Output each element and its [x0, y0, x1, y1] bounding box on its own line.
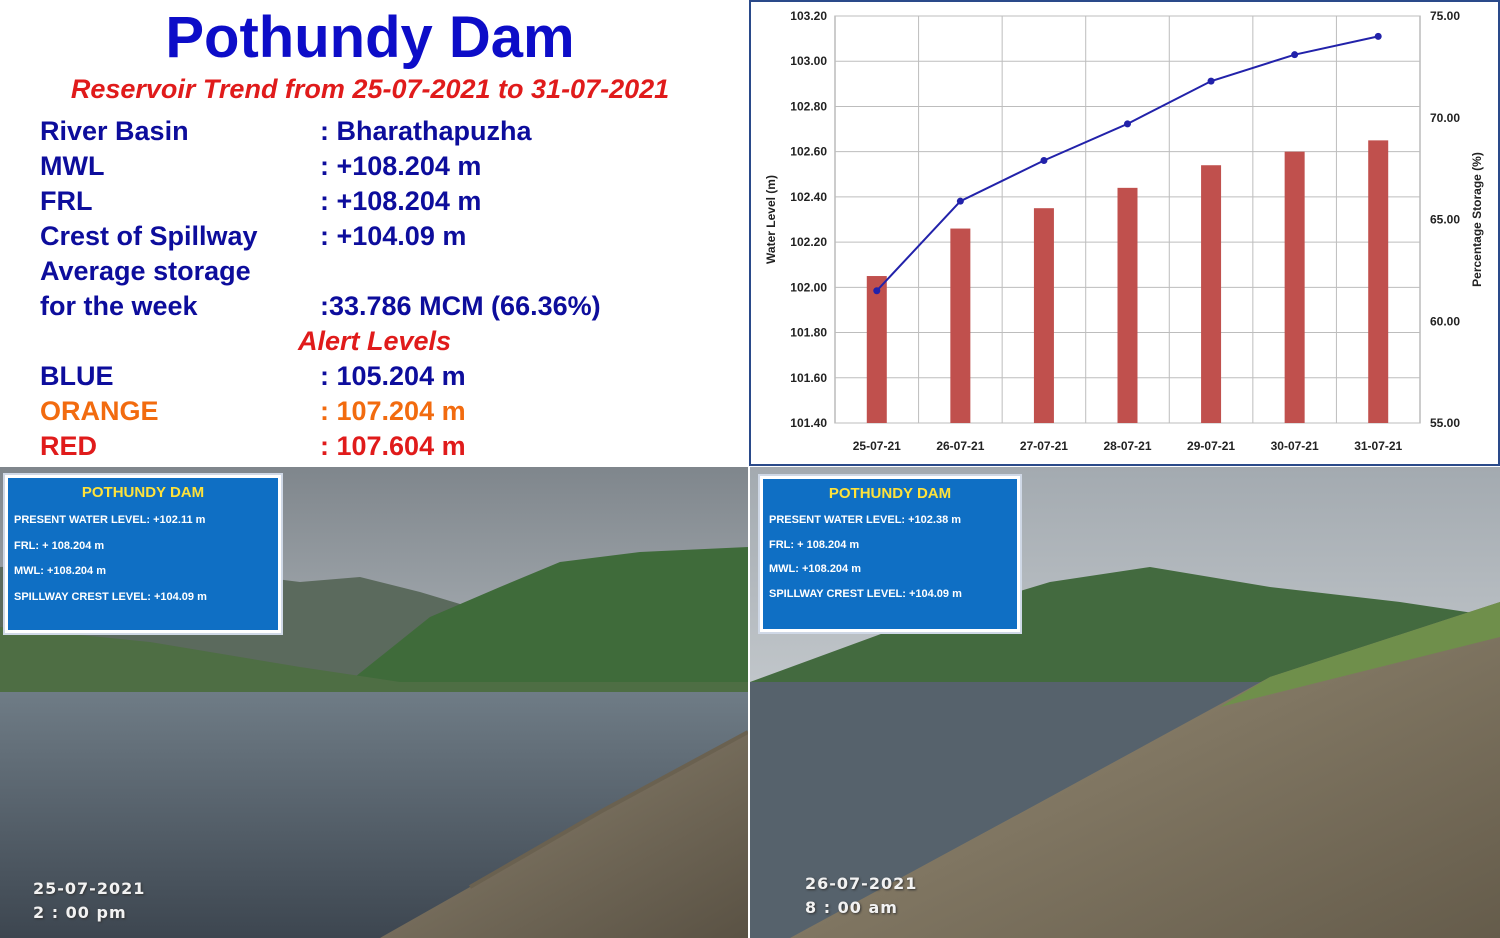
y-tick-label: 101.40 — [790, 416, 827, 430]
water-level-bars — [866, 140, 1389, 423]
bar — [1201, 165, 1222, 423]
river-basin-label: River Basin — [40, 116, 189, 146]
for-the-week-label: for the week — [40, 291, 198, 321]
frl-value: : +108.204 m — [320, 186, 482, 216]
bar — [1368, 140, 1389, 423]
bar — [1284, 151, 1305, 423]
y2-tick-label: 70.00 — [1430, 111, 1460, 125]
spillway-crest-value: : +104.09 m — [320, 221, 467, 251]
alert-orange-label: ORANGE — [40, 396, 159, 426]
present-water-level: PRESENT WATER LEVEL: +102.11 m — [14, 514, 206, 526]
x-tick-label: 31-07-21 — [1354, 439, 1402, 453]
average-storage-label: Average storage — [40, 256, 251, 286]
photo-time-right: 8 : 00 am — [805, 898, 898, 917]
reservoir-trend-chart: 101.40 101.60 101.80 102.00 102.20 102.40 102.… — [749, 0, 1500, 466]
y-tick-label: 101.60 — [790, 371, 827, 385]
photo-26-07-2021: POTHUNDY DAM PRESENT WATER LEVEL: +102.3… — [750, 467, 1500, 938]
y-tick-label: 102.80 — [790, 99, 827, 113]
line-point — [1291, 51, 1299, 59]
mwl-value: : +108.204 m — [320, 151, 482, 181]
info-box-spillway: SPILLWAY CREST LEVEL: +104.09 m — [769, 588, 962, 600]
y-tick-label: 102.00 — [790, 280, 827, 294]
river-basin-value: : Bharathapuzha — [320, 116, 532, 146]
bar — [866, 276, 887, 423]
chart-ticks: 101.40 101.60 101.80 102.00 102.20 102.40 102.… — [790, 9, 1460, 453]
x-tick-label: 28-07-21 — [1103, 439, 1151, 453]
info-panel: Pothundy Dam Reservoir Trend from 25-07-… — [0, 0, 748, 466]
info-box-title: POTHUNDY DAM — [81, 484, 205, 501]
alert-blue-value: : 105.204 m — [320, 361, 466, 391]
bar — [950, 228, 971, 423]
page-subtitle: Reservoir Trend from 25-07-2021 to 31-07… — [70, 74, 670, 104]
average-storage-value: :33.786 MCM (66.36%) — [320, 291, 601, 321]
spillway-crest-label: Crest of Spillway — [40, 221, 258, 251]
x-tick-label: 26-07-21 — [936, 439, 984, 453]
line-point — [1207, 77, 1215, 85]
y-tick-label: 102.40 — [790, 190, 827, 204]
y-tick-label: 102.60 — [790, 145, 827, 159]
y2-tick-label: 55.00 — [1430, 416, 1460, 430]
info-box-title: POTHUNDY DAM — [828, 485, 952, 502]
line-point — [1124, 120, 1131, 128]
photo-time-left: 2 : 00 pm — [33, 903, 127, 922]
present-water-level: PRESENT WATER LEVEL: +102.38 m — [769, 514, 962, 526]
info-box-frl: FRL: + 108.204 m — [14, 540, 105, 552]
page-title: Pothundy Dam — [165, 5, 575, 70]
info-box-mwl: MWL: +108.204 m — [14, 565, 107, 577]
info-box-frl: FRL: + 108.204 m — [769, 539, 860, 551]
y2-tick-label: 75.00 — [1430, 9, 1460, 23]
alert-blue-label: BLUE — [40, 361, 114, 391]
alert-levels-heading: Alert Levels — [298, 326, 452, 356]
mwl-label: MWL — [40, 151, 105, 181]
chart-grid — [834, 15, 1421, 424]
line-point — [1040, 156, 1048, 164]
storage-line — [873, 32, 1382, 295]
y2-tick-label: 60.00 — [1430, 314, 1460, 328]
dam-info-box-left: POTHUNDY DAM PRESENT WATER LEVEL: +102.1… — [5, 475, 281, 633]
chart-canvas: 101.40 101.60 101.80 102.00 102.20 102.40 102.… — [764, 9, 1484, 453]
x-tick-label: 27-07-21 — [1020, 439, 1068, 453]
photo-date-left: 25-07-2021 — [33, 879, 146, 898]
y-tick-label: 101.80 — [790, 326, 827, 340]
line-point — [956, 197, 964, 205]
alert-orange-value: : 107.204 m — [320, 396, 466, 426]
photo-date-right: 26-07-2021 — [805, 874, 918, 893]
line-point — [873, 287, 881, 295]
x-tick-label: 25-07-21 — [853, 439, 901, 453]
y2-axis-title: Percentage Storage (%) — [1470, 152, 1484, 287]
y-tick-label: 103.20 — [790, 9, 827, 23]
dam-info-box-right: POTHUNDY DAM PRESENT WATER LEVEL: +102.3… — [760, 476, 1020, 632]
photo-25-07-2021: POTHUNDY DAM PRESENT WATER LEVEL: +102.1… — [0, 467, 748, 938]
line-point — [1374, 32, 1382, 40]
alert-red-value: : 107.604 m — [320, 431, 466, 461]
info-box-mwl: MWL: +108.204 m — [769, 563, 862, 575]
bar — [1117, 187, 1138, 423]
y-tick-label: 103.00 — [790, 54, 827, 68]
y-axis-title: Water Level (m) — [764, 175, 778, 264]
x-tick-label: 29-07-21 — [1187, 439, 1235, 453]
y2-tick-label: 65.00 — [1430, 213, 1460, 227]
y-tick-label: 102.20 — [790, 235, 827, 249]
bar — [1033, 208, 1054, 423]
x-tick-label: 30-07-21 — [1271, 439, 1319, 453]
info-box-spillway: SPILLWAY CREST LEVEL: +104.09 m — [14, 591, 207, 603]
alert-red-label: RED — [40, 431, 98, 461]
frl-label: FRL — [40, 186, 93, 216]
